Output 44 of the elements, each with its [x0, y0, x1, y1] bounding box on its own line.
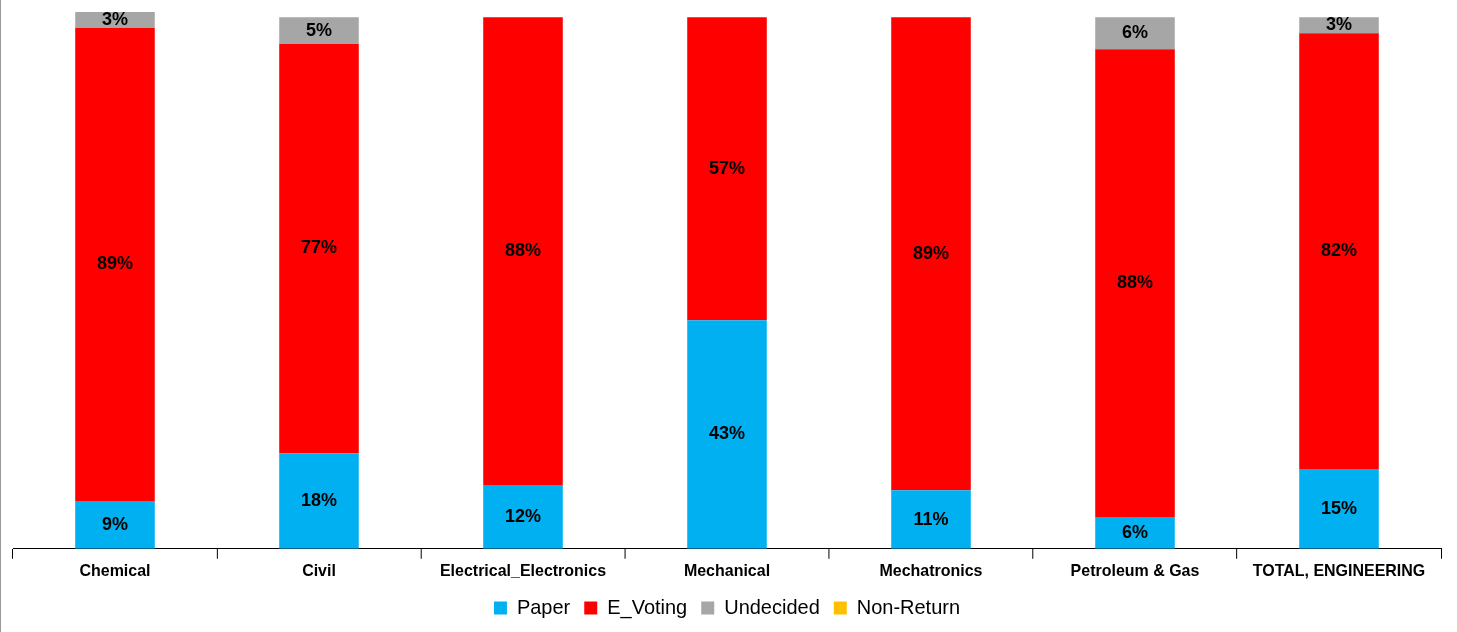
x-tick-label: Mechanical: [683, 561, 771, 579]
data-label: 6%: [1122, 521, 1148, 542]
data-label: 12%: [505, 505, 541, 526]
x-tick-label: Chemical: [79, 561, 151, 579]
legend-label: Undecided: [724, 595, 820, 618]
data-label: 9%: [102, 513, 128, 534]
data-label: 6%: [1122, 22, 1148, 43]
legend-label: E_Voting: [607, 595, 688, 619]
bar: [891, 490, 971, 549]
x-tick-label: Civil: [302, 561, 336, 579]
data-label: 89%: [97, 253, 133, 274]
bar: [1299, 469, 1379, 549]
data-label: 11%: [913, 508, 949, 529]
data-label: 77%: [301, 237, 337, 258]
bar: [483, 485, 563, 549]
data-label: 88%: [1117, 272, 1153, 293]
bar: [1299, 33, 1379, 470]
bar: [1095, 49, 1175, 517]
bar: [279, 453, 359, 549]
x-tick-label: Mechatronics: [879, 561, 983, 579]
bar: [891, 17, 971, 491]
bar: [687, 320, 767, 549]
data-label: 88%: [505, 240, 541, 261]
x-tick-label: Petroleum & Gas: [1070, 561, 1200, 579]
data-label: 3%: [1326, 14, 1353, 35]
data-label: 43%: [709, 423, 745, 444]
data-label: 57%: [709, 157, 745, 178]
bar: [1095, 17, 1175, 50]
bar: [279, 43, 359, 454]
bar: [687, 17, 767, 321]
bar: [75, 500, 155, 549]
bar: [483, 17, 563, 486]
bar: [75, 27, 155, 501]
data-label: 18%: [301, 489, 337, 510]
data-label: 82%: [1321, 240, 1358, 261]
legend-label: Paper: [516, 595, 571, 618]
x-tick-label: Electrical_Electronics: [439, 561, 607, 579]
x-tick-label: TOTAL, ENGINEERING: [1252, 561, 1426, 579]
bar: [279, 17, 359, 44]
data-label: 89%: [913, 242, 949, 263]
data-label: 5%: [306, 19, 332, 40]
legend-label: Non-Return: [856, 595, 961, 618]
data-label: 3%: [102, 8, 128, 29]
data-label: 15%: [1321, 497, 1358, 518]
